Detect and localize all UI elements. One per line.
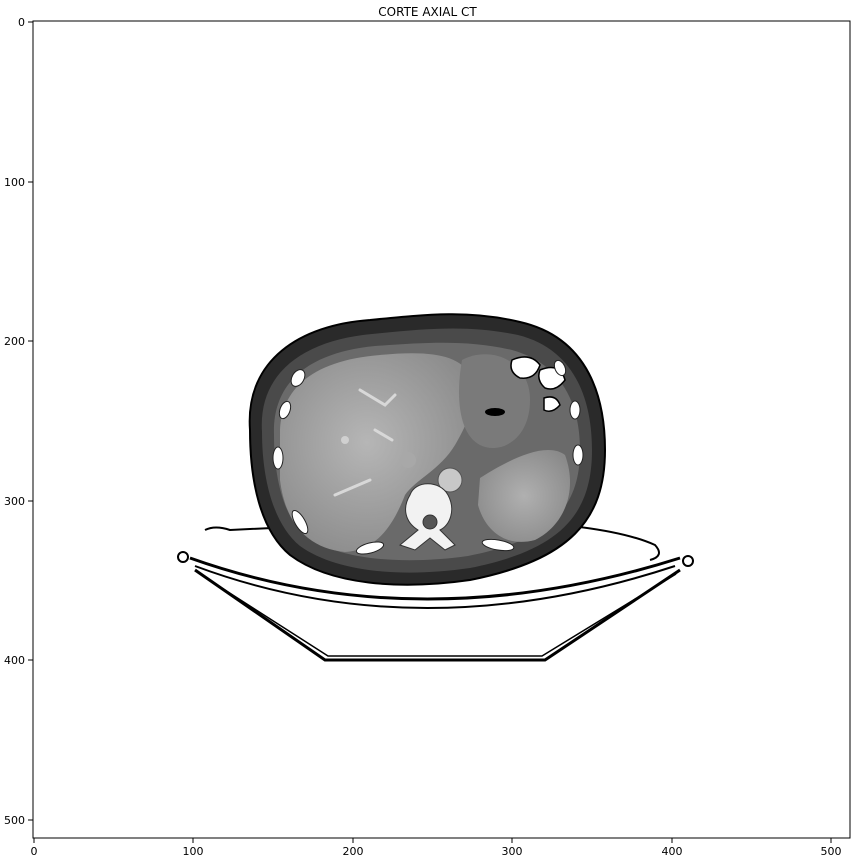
figure-title: CORTE AXIAL CT xyxy=(378,5,477,19)
ribs xyxy=(272,359,584,555)
y-axis xyxy=(28,21,33,821)
y-tick-label: 200 xyxy=(4,335,25,348)
y-tick-label: 300 xyxy=(4,495,25,508)
y-tick-label: 500 xyxy=(4,814,25,827)
x-tick-label: 100 xyxy=(183,845,204,858)
scanner-table xyxy=(177,518,694,662)
aorta xyxy=(437,467,463,493)
x-tick-label: 0 xyxy=(31,845,38,858)
stomach xyxy=(459,354,530,448)
liver xyxy=(280,353,474,552)
x-tick-label: 400 xyxy=(662,845,683,858)
y-tick-label: 400 xyxy=(4,654,25,667)
x-tick-label: 500 xyxy=(821,845,842,858)
x-tick-label: 200 xyxy=(343,845,364,858)
ct-image xyxy=(177,313,694,662)
y-tick-label: 0 xyxy=(18,16,25,29)
y-tick-label: 100 xyxy=(4,176,25,189)
vertebra xyxy=(398,483,456,551)
spleen xyxy=(478,449,571,542)
x-tick-label: 300 xyxy=(502,845,523,858)
bowel-gas xyxy=(510,356,566,412)
x-axis xyxy=(33,838,832,843)
